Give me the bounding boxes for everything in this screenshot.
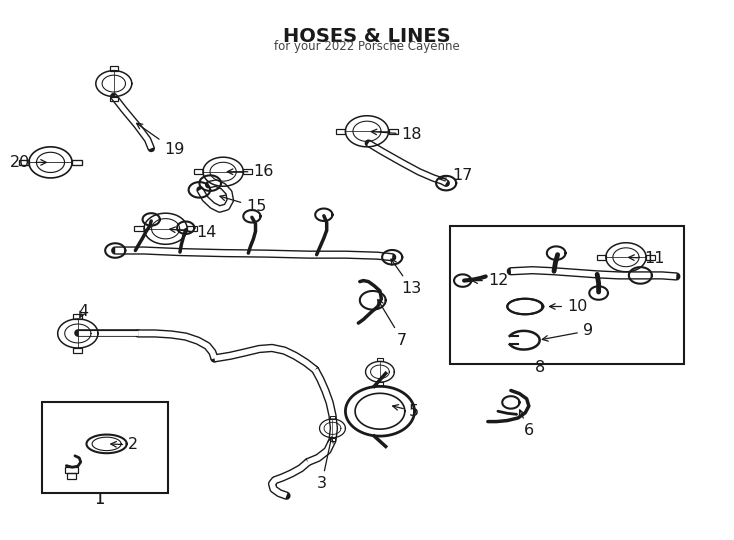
Text: 8: 8 — [534, 360, 545, 375]
Text: 9: 9 — [542, 323, 593, 341]
Bar — [73, 314, 82, 319]
Bar — [330, 437, 335, 441]
Bar — [194, 169, 203, 174]
Text: 6: 6 — [520, 410, 534, 438]
Text: 17: 17 — [440, 168, 472, 184]
Bar — [450, 226, 683, 363]
Text: 16: 16 — [228, 164, 274, 179]
Text: 5: 5 — [393, 404, 419, 418]
Text: 7: 7 — [378, 300, 407, 348]
Text: 19: 19 — [137, 123, 184, 158]
Text: 10: 10 — [550, 299, 587, 314]
Text: 3: 3 — [316, 437, 333, 491]
Bar — [243, 169, 252, 174]
Text: 13: 13 — [391, 259, 422, 296]
Bar — [110, 66, 118, 71]
Bar — [67, 474, 76, 478]
Text: 20: 20 — [10, 155, 46, 170]
Text: 18: 18 — [371, 127, 422, 142]
Bar — [377, 358, 383, 361]
Bar — [134, 226, 144, 232]
Bar — [377, 382, 383, 386]
Bar — [42, 402, 168, 493]
Text: 12: 12 — [472, 273, 508, 288]
Bar — [65, 467, 78, 474]
Text: 2: 2 — [111, 437, 138, 453]
Bar — [388, 129, 399, 134]
Text: 14: 14 — [170, 225, 217, 240]
Bar — [187, 226, 197, 232]
Text: 1: 1 — [94, 492, 104, 507]
Text: 1: 1 — [94, 492, 104, 507]
Text: 4: 4 — [78, 304, 88, 319]
Text: HOSES & LINES: HOSES & LINES — [283, 26, 451, 45]
Bar — [110, 97, 118, 101]
Bar — [335, 129, 346, 134]
Text: for your 2022 Porsche Cayenne: for your 2022 Porsche Cayenne — [274, 39, 460, 52]
Bar — [646, 255, 655, 260]
Bar — [330, 416, 335, 419]
Bar — [19, 160, 29, 165]
Text: 11: 11 — [629, 251, 664, 266]
Text: 15: 15 — [220, 195, 266, 214]
Bar — [72, 160, 81, 165]
Bar — [597, 255, 606, 260]
Bar — [73, 348, 82, 353]
